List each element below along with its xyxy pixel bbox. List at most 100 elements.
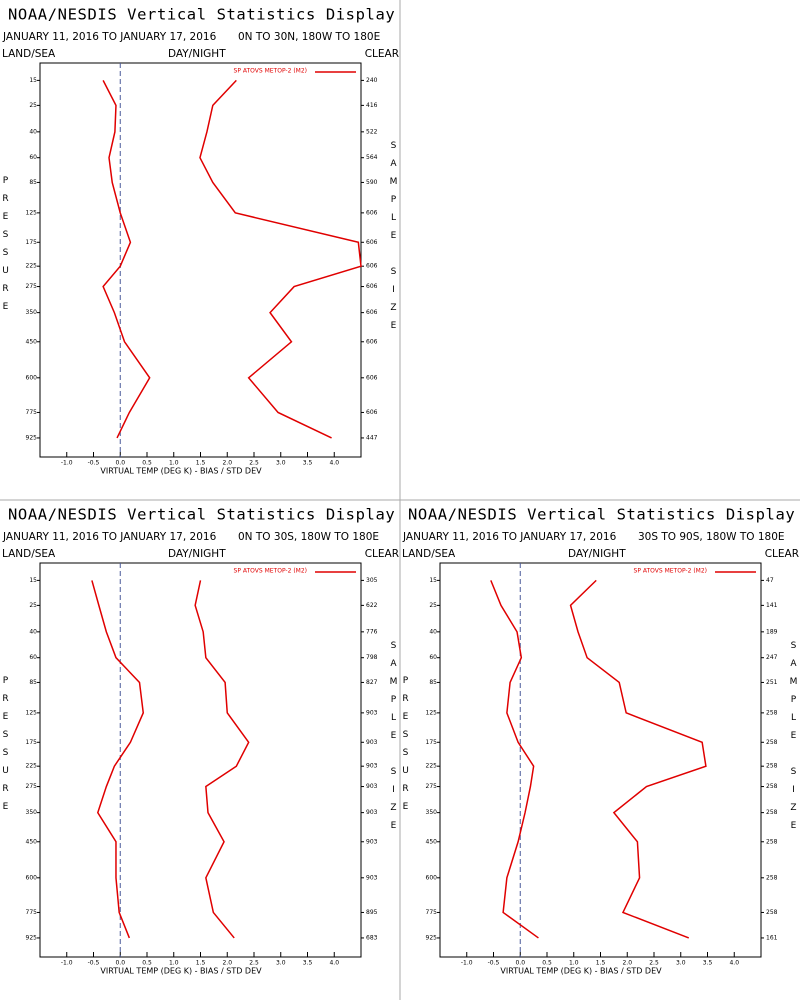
sample-size: 606 <box>366 374 378 381</box>
land-sea: LAND/SEA <box>402 548 456 560</box>
y-tick-label: 15 <box>29 577 37 584</box>
sample-size: 903 <box>366 739 378 746</box>
profile-line <box>199 79 362 439</box>
x-tick-label: -0.5 <box>88 460 100 467</box>
x-tick-label: 4.0 <box>329 960 339 967</box>
x-tick-label: -1.0 <box>61 960 73 967</box>
x-axis-label: VIRTUAL TEMP (DEG K) - BIAS / STD DEV <box>100 467 262 476</box>
x-tick-label: 0.0 <box>115 460 125 467</box>
sample-size: 903 <box>366 709 378 716</box>
profile-line <box>102 80 151 439</box>
y-tick-label: 600 <box>26 874 38 881</box>
x-tick-label: 3.0 <box>276 460 286 467</box>
y-tick-label: 775 <box>426 909 438 916</box>
y-tick-label: 85 <box>29 679 37 686</box>
y-tick-label: 175 <box>26 239 38 246</box>
x-tick-label: 0.0 <box>515 960 525 967</box>
sample-size: 258 <box>766 874 778 881</box>
panel: NOAA/NESDIS Vertical Statistics Display J… <box>1 506 400 976</box>
clear: CLEAR <box>365 48 399 60</box>
x-tick-label: 0.5 <box>142 960 152 967</box>
day-night: DAY/NIGHT <box>168 548 226 560</box>
x-tick-label: 2.5 <box>649 960 659 967</box>
x-tick-label: -1.0 <box>61 460 73 467</box>
plot-frame <box>39 62 362 458</box>
sample-size: 606 <box>366 309 378 316</box>
clear: CLEAR <box>765 548 799 560</box>
sample-size: 903 <box>366 809 378 816</box>
date-range: JANUARY 11, 2016 TO JANUARY 17, 2016 <box>2 531 217 543</box>
y-tick-label: 125 <box>26 209 38 216</box>
x-tick-label: 3.0 <box>676 960 686 967</box>
y-tick-label: 85 <box>429 679 437 686</box>
y-tick-label: 25 <box>429 602 437 609</box>
x-tick-label: 3.5 <box>703 960 713 967</box>
y-axis-label: PRESSURE <box>401 676 411 820</box>
x-tick-label: 0.5 <box>142 460 152 467</box>
panel-title: NOAA/NESDIS Vertical Statistics Display <box>8 6 395 24</box>
sample-size: 416 <box>366 102 378 109</box>
y-tick-label: 925 <box>26 934 38 941</box>
legend-label: SP ATOVS METOP-2 (M2) <box>634 568 707 575</box>
y-tick-label: 350 <box>426 809 438 816</box>
y-tick-label: 25 <box>29 102 37 109</box>
sample-size: 776 <box>366 628 378 635</box>
sample-size: 251 <box>766 679 778 686</box>
y-tick-label: 450 <box>26 838 38 845</box>
sample-size: 258 <box>766 809 778 816</box>
y-tick-label: 40 <box>29 628 37 635</box>
y-tick-label: 775 <box>26 409 38 416</box>
x-tick-label: 0.0 <box>115 960 125 967</box>
sample-size: 447 <box>366 434 378 441</box>
x-tick-label: 1.5 <box>196 960 206 967</box>
panel: NOAA/NESDIS Vertical Statistics Display J… <box>401 506 800 976</box>
land-sea: LAND/SEA <box>2 548 56 560</box>
y-tick-label: 775 <box>26 909 38 916</box>
region: 0N TO 30N, 180W TO 180E <box>238 31 380 43</box>
y-tick-label: 275 <box>26 283 38 290</box>
sample-size: 622 <box>366 602 378 609</box>
y-tick-label: 125 <box>426 709 438 716</box>
x-tick-label: 2.0 <box>222 460 232 467</box>
sample-size: 47 <box>766 577 774 584</box>
y-tick-label: 450 <box>426 838 438 845</box>
y-tick-label: 175 <box>26 739 38 746</box>
sample-size: 522 <box>366 128 378 135</box>
y-tick-label: 85 <box>29 179 37 186</box>
sample-size: 903 <box>366 838 378 845</box>
sample-size: 258 <box>766 909 778 916</box>
y-tick-label: 600 <box>26 374 38 381</box>
region: 0N TO 30S, 180W TO 180E <box>238 531 379 543</box>
y-tick-label: 225 <box>26 263 38 270</box>
y-tick-label: 225 <box>426 763 438 770</box>
sample-size: 903 <box>366 874 378 881</box>
plot-frame <box>439 562 762 958</box>
region: 30S TO 90S, 180W TO 180E <box>638 531 785 543</box>
y-tick-label: 925 <box>26 434 38 441</box>
sample-size: 903 <box>366 783 378 790</box>
sample-size: 606 <box>366 409 378 416</box>
x-tick-label: 2.5 <box>249 460 259 467</box>
y-tick-label: 60 <box>29 154 37 161</box>
x-tick-label: 1.0 <box>569 960 579 967</box>
profile-line <box>490 580 539 939</box>
x-tick-label: 4.0 <box>729 960 739 967</box>
sample-size: 903 <box>366 763 378 770</box>
x-tick-label: 1.0 <box>169 960 179 967</box>
date-range: JANUARY 11, 2016 TO JANUARY 17, 2016 <box>2 31 217 43</box>
x-tick-label: 3.5 <box>303 460 313 467</box>
y-tick-label: 600 <box>426 874 438 881</box>
x-tick-label: 1.0 <box>169 460 179 467</box>
panel: NOAA/NESDIS Vertical Statistics Display J… <box>1 6 400 476</box>
y-tick-label: 15 <box>29 77 37 84</box>
profile-line <box>91 580 145 939</box>
sample-size: 258 <box>766 838 778 845</box>
legend-label: SP ATOVS METOP-2 (M2) <box>234 68 307 75</box>
x-tick-label: -1.0 <box>461 960 473 967</box>
profile-line <box>569 579 707 939</box>
y-tick-label: 175 <box>426 739 438 746</box>
sample-size: 606 <box>366 263 378 270</box>
sample-size: 258 <box>766 709 778 716</box>
